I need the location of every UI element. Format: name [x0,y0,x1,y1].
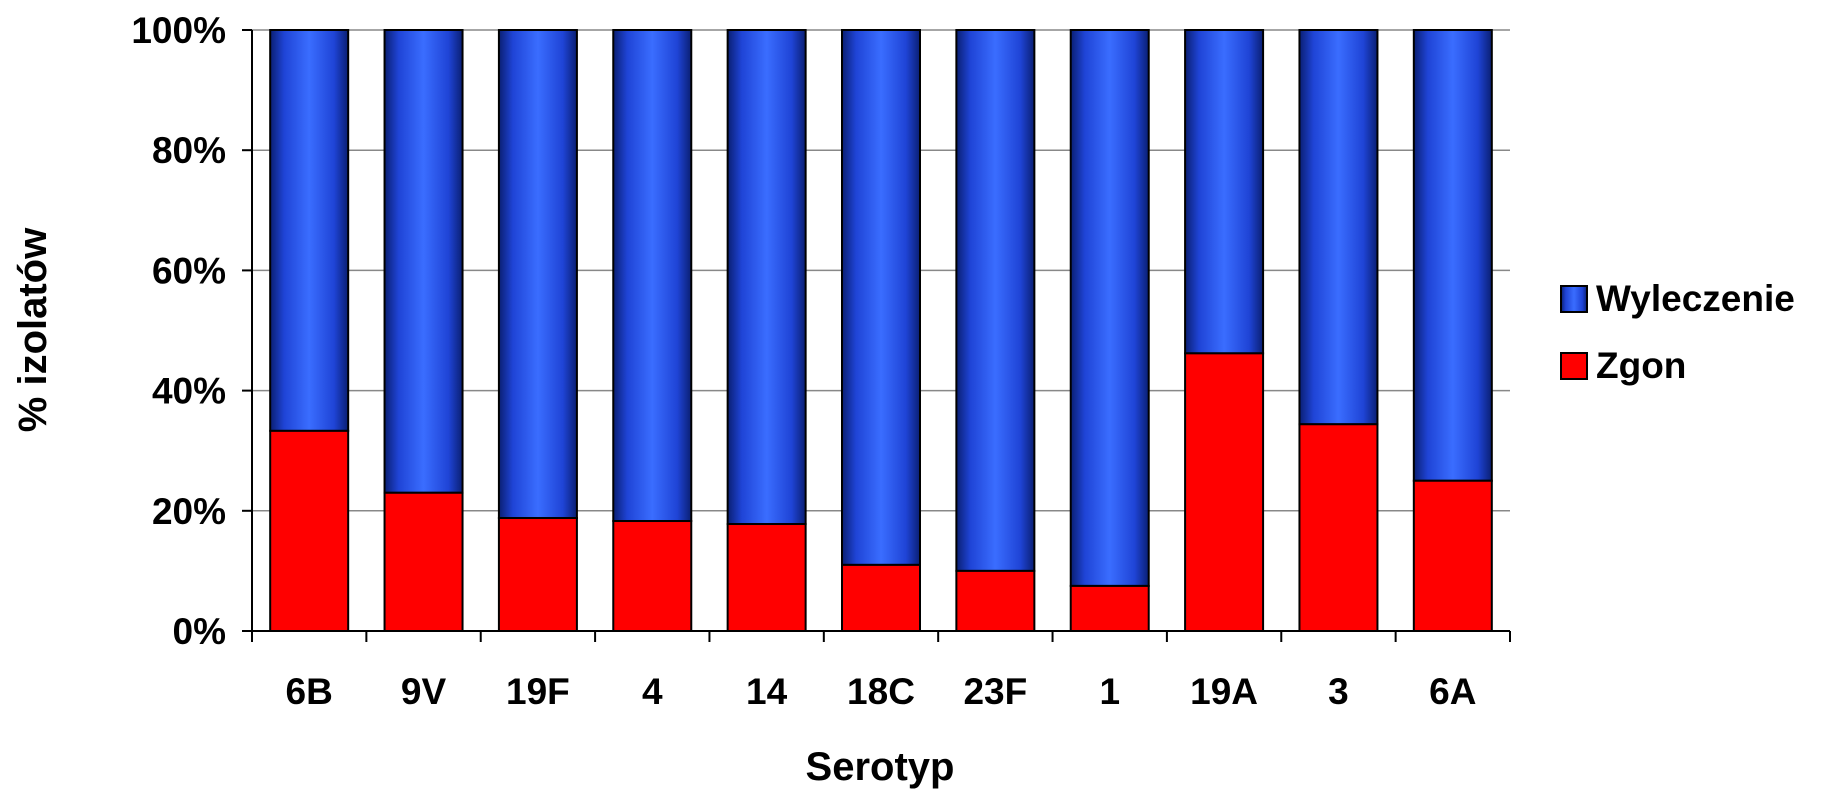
x-tick-label: 1 [1099,671,1120,712]
x-tick-label: 3 [1328,671,1349,712]
bar-zgon [1412,479,1493,632]
x-tick-label: 19A [1190,671,1258,712]
bar-wyleczenie [1069,29,1150,587]
x-axis-title: Serotyp [806,745,955,789]
y-tick-labels: 0% 20% 40% 60% 80% 100% [131,10,226,652]
bar-zgon [1184,352,1265,632]
bar-wyleczenie [955,29,1036,572]
bar-wyleczenie [726,29,807,526]
bar-wyleczenie [383,29,464,494]
bar-zgon [497,517,578,633]
bar-zgon [841,563,921,633]
y-tick-label: 80% [152,130,226,171]
x-tick-label: 19F [506,671,570,712]
x-tick-labels: 6B 9V 19F 4 14 18C 23F 1 19A 3 6A [286,671,1477,712]
y-tick-label: 100% [131,10,226,51]
y-tick-label: 20% [152,491,226,532]
x-tick-label: 18C [847,671,915,712]
bar-wyleczenie [1412,29,1493,482]
bar-wyleczenie [1184,29,1265,355]
y-tick-label: 60% [152,250,226,291]
y-tick-label: 40% [152,371,226,412]
x-tick-label: 4 [642,671,663,712]
bar-zgon [726,523,807,632]
legend-swatch-zgon [1560,352,1588,380]
bar-wyleczenie [497,29,578,520]
bar-wyleczenie [841,29,921,566]
bar-zgon [383,491,464,632]
legend: Wyleczenie Zgon [1560,278,1795,386]
x-tick-label: 23F [963,671,1027,712]
bar-zgon [1298,423,1379,633]
bar-wyleczenie [612,29,693,523]
bars [269,29,1493,633]
x-tick-label: 14 [746,671,788,712]
legend-label-zgon: Zgon [1596,345,1686,386]
bar-zgon [955,569,1036,633]
bar-zgon [1069,584,1150,632]
x-tick-label: 6B [286,671,333,712]
x-tick-label: 6A [1429,671,1476,712]
bar-wyleczenie [1298,29,1379,426]
bar-zgon [269,429,350,632]
legend-swatch-wyleczenie [1560,285,1588,313]
y-axis-title: % izolatów [11,227,55,432]
bar-zgon [612,520,693,633]
x-tick-label: 9V [401,671,447,712]
bar-wyleczenie [269,29,350,432]
y-tick-label: 0% [173,611,226,652]
axes [242,29,1511,642]
legend-label-wyleczenie: Wyleczenie [1596,278,1795,319]
